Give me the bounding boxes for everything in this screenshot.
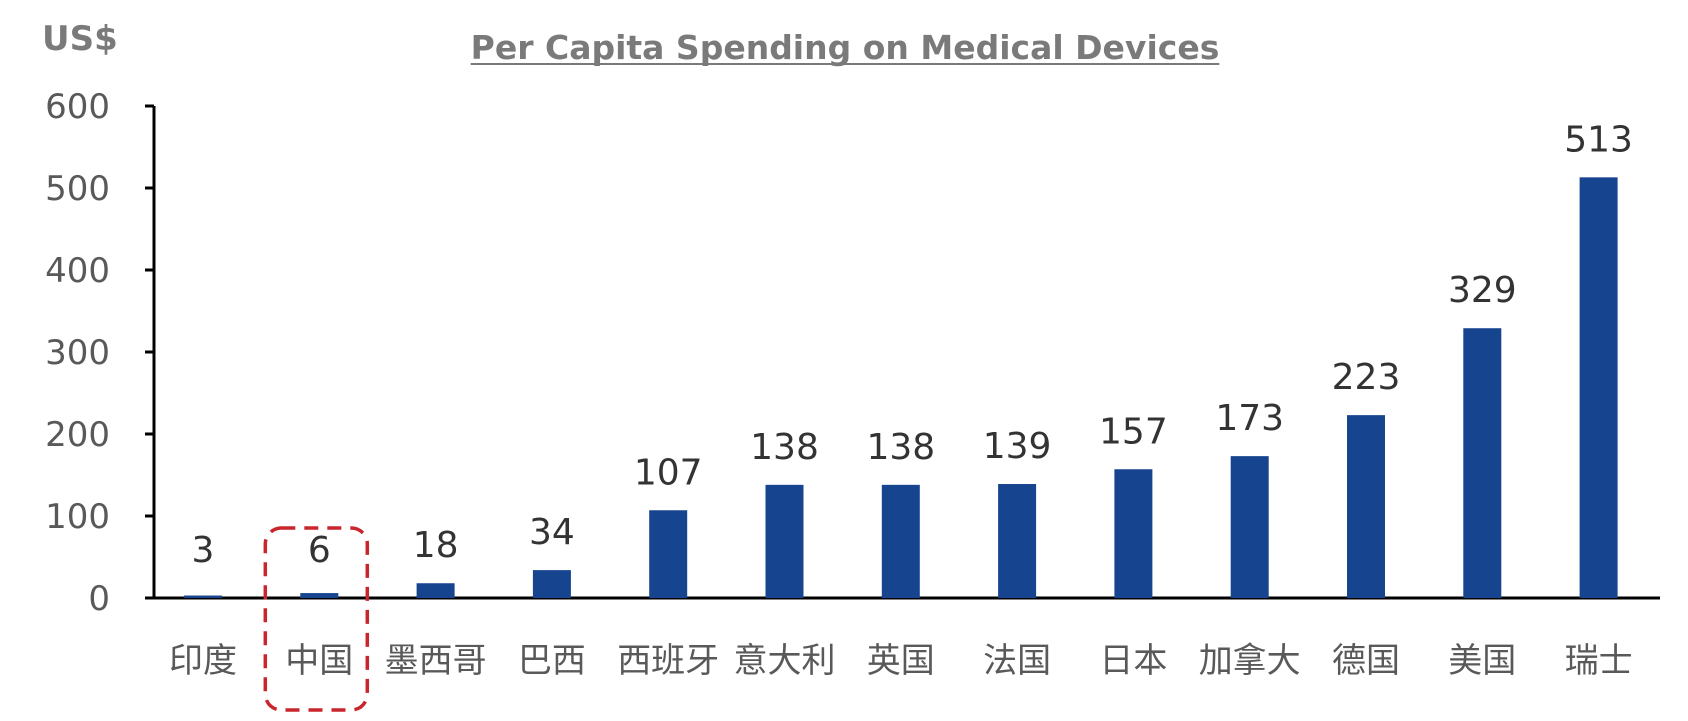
bar-6 (765, 484, 804, 598)
bar-4 (532, 570, 571, 598)
bar-5 (649, 510, 688, 598)
bar-2 (300, 593, 339, 598)
y-axis-unit-label: US$ (42, 19, 118, 59)
x-tick-label: 美国 (1448, 641, 1516, 681)
bar-13 (1579, 177, 1618, 598)
y-tick-label: 500 (45, 169, 110, 209)
x-tick-label: 法国 (983, 641, 1051, 681)
y-tick-label: 400 (45, 251, 110, 291)
x-tick-label: 日本 (1099, 641, 1167, 681)
y-tick-label: 300 (45, 333, 110, 373)
x-tick-label: 西班牙 (617, 641, 719, 681)
highlight-box (263, 526, 370, 712)
x-tick-label: 中国 (285, 641, 353, 681)
data-label: 138 (750, 427, 819, 468)
x-tick-label: 德国 (1332, 641, 1400, 681)
data-label: 157 (1099, 411, 1168, 452)
x-tick-label: 英国 (867, 641, 935, 681)
x-tick-label: 意大利 (734, 641, 836, 681)
x-tick-label: 墨西哥 (385, 641, 487, 681)
x-tick-label: 瑞士 (1565, 641, 1633, 681)
bar-8 (998, 484, 1037, 598)
bar-11 (1347, 415, 1385, 598)
x-tick-label: 巴西 (518, 641, 586, 681)
y-tick-label: 600 (45, 87, 110, 127)
data-label: 18 (413, 525, 459, 566)
y-tick-label: 100 (45, 497, 110, 537)
plot-area: 0 100 200 300 400 500 600 3 印度 6 中国 18 墨西哥 34 巴西 107 西班牙… (45, 87, 1660, 712)
x-tick-label: 印度 (169, 641, 237, 681)
bar-9 (1114, 469, 1153, 598)
chart-title: Per Capita Spending on Medical Devices (471, 28, 1220, 67)
data-label: 34 (529, 512, 575, 553)
y-tick-label: 0 (88, 579, 110, 619)
x-tick-label: 加拿大 (1199, 641, 1301, 681)
data-label: 513 (1564, 119, 1633, 160)
bar-1 (184, 595, 222, 598)
data-label: 173 (1215, 398, 1284, 439)
data-label: 3 (192, 530, 215, 571)
data-label: 107 (634, 452, 703, 493)
bar-12 (1463, 328, 1502, 598)
data-label: 139 (983, 426, 1052, 467)
y-tick-label: 200 (45, 415, 110, 455)
data-label: 6 (308, 530, 331, 571)
bar-7 (881, 484, 920, 598)
data-label: 138 (866, 427, 935, 468)
bar-3 (416, 583, 455, 598)
bar-10 (1230, 456, 1269, 598)
data-label: 329 (1448, 270, 1517, 311)
data-label: 223 (1332, 357, 1401, 398)
